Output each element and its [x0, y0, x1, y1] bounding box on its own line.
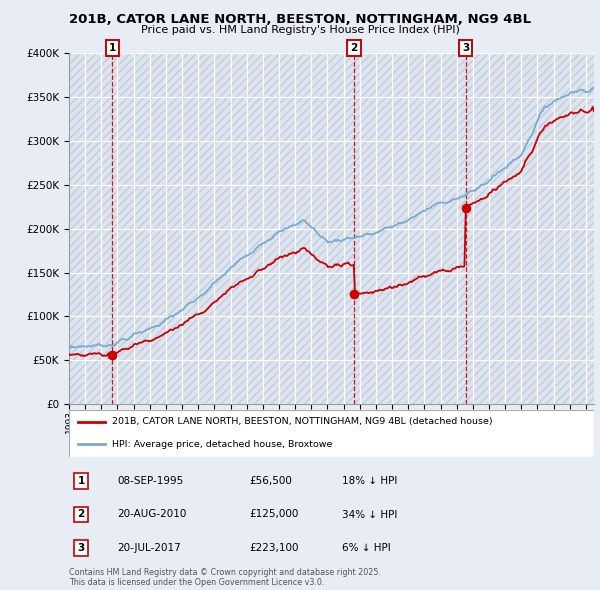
- Text: 1: 1: [77, 476, 85, 486]
- Text: 2: 2: [350, 43, 358, 53]
- Text: 18% ↓ HPI: 18% ↓ HPI: [342, 476, 397, 486]
- Text: 20-AUG-2010: 20-AUG-2010: [117, 510, 187, 519]
- Text: 201B, CATOR LANE NORTH, BEESTON, NOTTINGHAM, NG9 4BL: 201B, CATOR LANE NORTH, BEESTON, NOTTING…: [69, 13, 531, 26]
- Text: HPI: Average price, detached house, Broxtowe: HPI: Average price, detached house, Brox…: [112, 440, 332, 448]
- Text: 3: 3: [462, 43, 469, 53]
- Text: Price paid vs. HM Land Registry's House Price Index (HPI): Price paid vs. HM Land Registry's House …: [140, 25, 460, 35]
- Text: 20-JUL-2017: 20-JUL-2017: [117, 543, 181, 553]
- Text: 1: 1: [109, 43, 116, 53]
- Text: £56,500: £56,500: [249, 476, 292, 486]
- Text: 6% ↓ HPI: 6% ↓ HPI: [342, 543, 391, 553]
- Text: £125,000: £125,000: [249, 510, 298, 519]
- Text: £223,100: £223,100: [249, 543, 299, 553]
- Text: 201B, CATOR LANE NORTH, BEESTON, NOTTINGHAM, NG9 4BL (detached house): 201B, CATOR LANE NORTH, BEESTON, NOTTING…: [112, 417, 493, 427]
- Text: 34% ↓ HPI: 34% ↓ HPI: [342, 510, 397, 519]
- Text: 3: 3: [77, 543, 85, 553]
- FancyBboxPatch shape: [69, 410, 594, 457]
- Text: 2: 2: [77, 510, 85, 519]
- Text: Contains HM Land Registry data © Crown copyright and database right 2025.
This d: Contains HM Land Registry data © Crown c…: [69, 568, 381, 587]
- Text: 08-SEP-1995: 08-SEP-1995: [117, 476, 183, 486]
